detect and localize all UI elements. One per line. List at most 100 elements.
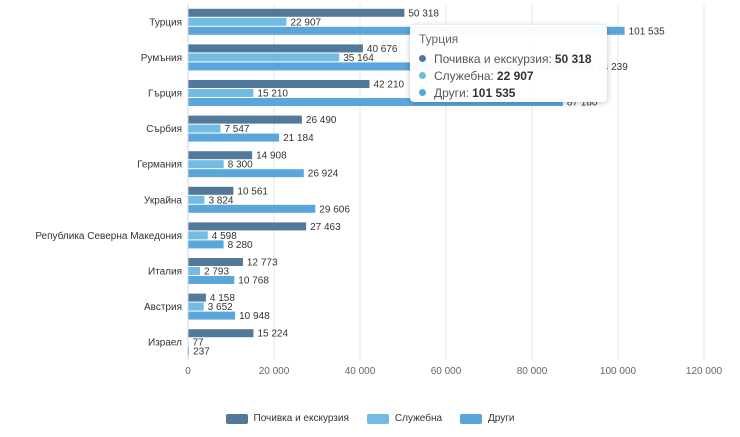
data-label: 14 908	[256, 151, 287, 162]
bar[interactable]	[188, 169, 304, 178]
bar[interactable]	[188, 267, 201, 275]
bar[interactable]	[188, 311, 236, 320]
tooltip-value: 22 907	[496, 68, 534, 83]
x-tick-label: 20 000	[259, 366, 290, 377]
data-label: 4 598	[212, 231, 237, 242]
data-label: 4 158	[210, 293, 235, 304]
bar[interactable]	[188, 160, 224, 169]
bar[interactable]	[188, 115, 302, 124]
data-label: 7 547	[224, 124, 249, 135]
data-label: 35 164	[343, 53, 374, 64]
category-label: Турция	[149, 17, 182, 28]
tooltip-dot-icon	[419, 55, 426, 62]
data-label: 94 239	[597, 62, 628, 73]
category-label: Сърбия	[146, 123, 182, 135]
x-tick-label: 0	[185, 366, 191, 377]
bar[interactable]	[188, 329, 254, 338]
bar[interactable]	[188, 276, 235, 284]
legend-swatch	[225, 413, 248, 424]
bar[interactable]	[188, 151, 253, 160]
x-tick-label: 120 000	[686, 366, 723, 377]
bar[interactable]	[188, 231, 208, 240]
bar[interactable]	[188, 258, 243, 266]
legend-item-other[interactable]: Други	[460, 413, 515, 424]
legend-swatch	[366, 413, 389, 424]
tooltip-label: Служебна:	[434, 68, 494, 83]
tooltip: Турция Почивка и екскурзия: 50 318 Служе…	[410, 25, 607, 102]
legend-label: Други	[488, 413, 515, 424]
category-label: Израел	[148, 338, 182, 349]
data-label: 237	[193, 347, 210, 358]
x-tick-label: 100 000	[600, 366, 637, 377]
category-label: Австрия	[144, 302, 182, 313]
category-label: Гърция	[148, 89, 182, 100]
bar[interactable]	[188, 293, 206, 302]
x-tick-label: 60 000	[431, 366, 462, 377]
data-label: 3 824	[208, 195, 233, 206]
bar[interactable]	[188, 98, 563, 106]
tooltip-dot-icon	[419, 72, 426, 79]
data-label: 26 490	[306, 115, 337, 126]
legend-label: Почивка и екскурзия	[253, 413, 349, 424]
data-label: 8 280	[228, 240, 253, 251]
tooltip-row: Почивка и екскурзия: 50 318	[419, 50, 598, 67]
bar[interactable]	[188, 80, 370, 88]
data-label: 12 773	[247, 258, 278, 269]
legend-item-leisure[interactable]: Почивка и екскурзия	[225, 413, 349, 424]
bar[interactable]	[188, 222, 307, 231]
tooltip-value: 101 535	[472, 85, 516, 100]
bar[interactable]	[188, 240, 224, 249]
category-labels: Турция Румъния Гърция Сърбия Германия Украйна…	[35, 17, 182, 348]
legend-label: Служебна	[394, 413, 443, 424]
data-label: 101 535	[629, 26, 666, 37]
bar[interactable]	[188, 195, 205, 204]
legend-item-business[interactable]: Служебна	[366, 413, 443, 424]
bar[interactable]	[188, 44, 363, 53]
data-label: 22 907	[291, 17, 322, 28]
bar[interactable]	[188, 302, 204, 311]
bar[interactable]	[188, 133, 280, 142]
tooltip-label: Други:	[434, 85, 470, 100]
bar[interactable]	[188, 204, 316, 213]
data-label: 10 948	[239, 311, 270, 322]
data-label: 27 463	[310, 222, 341, 233]
legend: Почивка и екскурзия Служебна Други	[0, 413, 740, 424]
bar[interactable]	[188, 89, 254, 97]
data-label: 8 300	[228, 160, 253, 171]
category-label: Германия	[137, 160, 182, 171]
data-label: 42 210	[374, 80, 405, 91]
x-tick-labels: 0 20 000 40 000 60 000 80 000 100 000 120 000	[185, 366, 722, 377]
legend-swatch	[460, 413, 483, 424]
category-label: Украйна	[144, 195, 183, 206]
bar[interactable]	[188, 53, 340, 62]
bar[interactable]	[188, 347, 190, 356]
tooltip-title: Турция	[419, 32, 459, 46]
category-label: Италия	[148, 267, 182, 278]
data-label: 21 184	[283, 133, 314, 144]
category-label: Република Северна Македония	[35, 230, 182, 242]
data-label: 77	[193, 338, 205, 349]
data-label: 3 652	[208, 302, 233, 313]
bar[interactable]	[188, 17, 287, 26]
tooltip-label: Почивка и екскурзия:	[434, 51, 552, 66]
x-tick-label: 80 000	[517, 366, 548, 377]
data-label: 29 606	[319, 204, 350, 215]
bar[interactable]	[188, 124, 221, 133]
bar[interactable]	[188, 26, 625, 35]
bar[interactable]	[188, 62, 594, 71]
bar[interactable]	[188, 8, 405, 17]
category-label: Румъния	[141, 53, 182, 64]
x-tick-label: 40 000	[345, 366, 376, 377]
data-label: 50 318	[408, 8, 439, 19]
tooltip-row: Други: 101 535	[419, 84, 598, 101]
tooltip-value: 50 318	[554, 51, 592, 66]
bar[interactable]	[188, 186, 234, 195]
tooltip-row: Служебна: 22 907	[419, 67, 598, 84]
data-label: 2 793	[204, 267, 229, 278]
data-label: 10 768	[238, 276, 269, 287]
data-label: 10 561	[237, 186, 268, 197]
data-label: 15 224	[257, 329, 288, 340]
data-label: 15 210	[257, 89, 288, 100]
